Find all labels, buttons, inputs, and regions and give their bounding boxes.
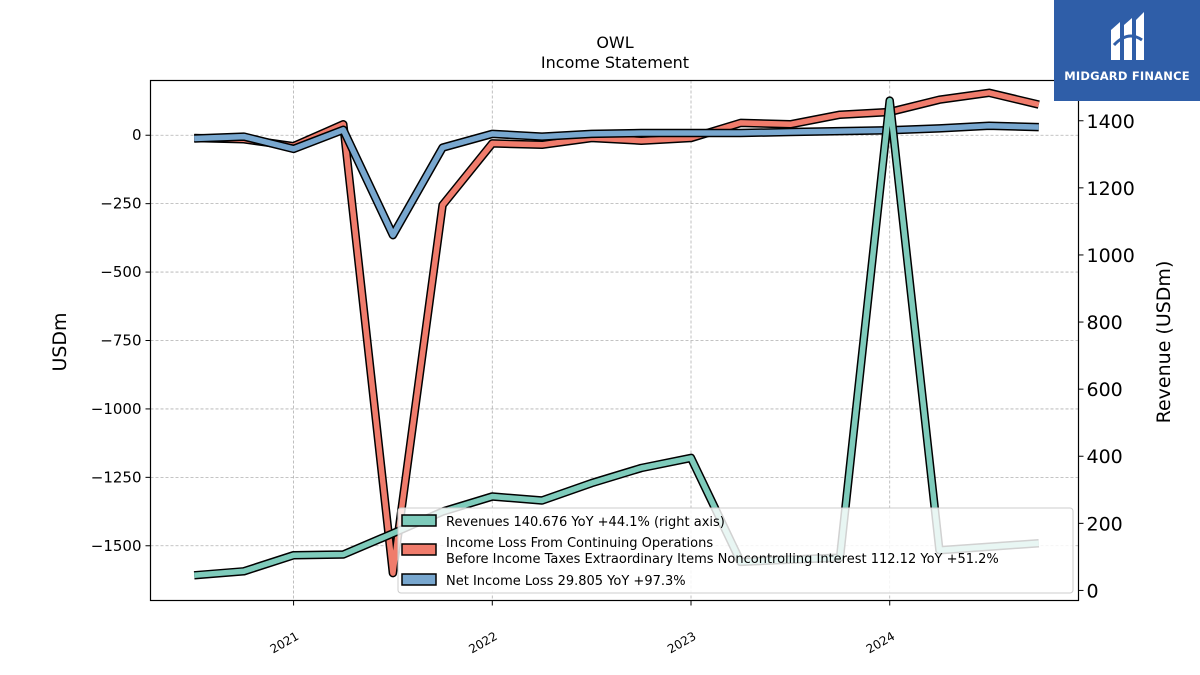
y-right-tick-label: 600: [1087, 379, 1123, 401]
x-tick-label: 2024: [864, 629, 897, 656]
y-right-tick-label: 800: [1087, 312, 1123, 334]
logo-mark-icon: [1111, 12, 1144, 60]
legend: Revenues 140.676 YoY +44.1% (right axis)…: [397, 507, 1074, 594]
legend-box: [397, 507, 1074, 594]
y-axis-label-right: Revenue (USDm): [1153, 261, 1175, 424]
x-tick-label: 2022: [466, 629, 499, 656]
y-tick-label: −500: [100, 263, 141, 281]
axes: 0 −250 −500 −750 −1000 −1250 −1500 2021 2022 2023…: [91, 111, 1135, 657]
y-tick-label: 0: [132, 126, 142, 144]
y-tick-label: −1250: [91, 468, 142, 486]
y-tick-label: −1000: [91, 400, 142, 418]
legend-label: Revenues 140.676 YoY +44.1% (right axis): [446, 515, 725, 530]
brand-logo: MIDGARD FINANCE: [1054, 0, 1200, 101]
y-tick-label: −250: [100, 195, 141, 213]
legend-label: Before Income Taxes Extraordinary Items …: [446, 552, 999, 567]
chart-title: OWL: [596, 33, 633, 52]
y-right-tick-label: 1000: [1087, 245, 1135, 267]
revenues-line: [193, 97, 1039, 579]
y-right-tick-label: 0: [1087, 580, 1099, 602]
legend-swatch: [401, 573, 437, 586]
legend-swatch: [401, 543, 437, 556]
logo-text: MIDGARD FINANCE: [1064, 69, 1190, 83]
net-income-line: [194, 122, 1039, 238]
legend-label: Net Income Loss 29.805 YoY +97.3%: [446, 574, 686, 589]
grid: [150, 80, 1079, 601]
income-loss-line: [194, 90, 1040, 576]
y-right-tick-label: 400: [1087, 446, 1123, 468]
legend-swatch: [401, 514, 437, 527]
x-tick-label: 2021: [268, 629, 301, 656]
y-right-tick-label: 1200: [1087, 178, 1135, 200]
revenues-line-outline: [193, 96, 1040, 580]
series-group: [193, 88, 1040, 580]
y-right-tick-label: 1400: [1087, 111, 1135, 133]
y-axis-label-left: USDm: [49, 312, 71, 371]
legend-label: Income Loss From Continuing Operations: [446, 536, 713, 551]
chart-subtitle: Income Statement: [541, 53, 689, 72]
x-tick-label: 2023: [665, 629, 698, 656]
y-tick-label: −1500: [91, 537, 142, 555]
y-right-tick-label: 200: [1087, 513, 1123, 535]
y-tick-label: −750: [100, 332, 141, 350]
